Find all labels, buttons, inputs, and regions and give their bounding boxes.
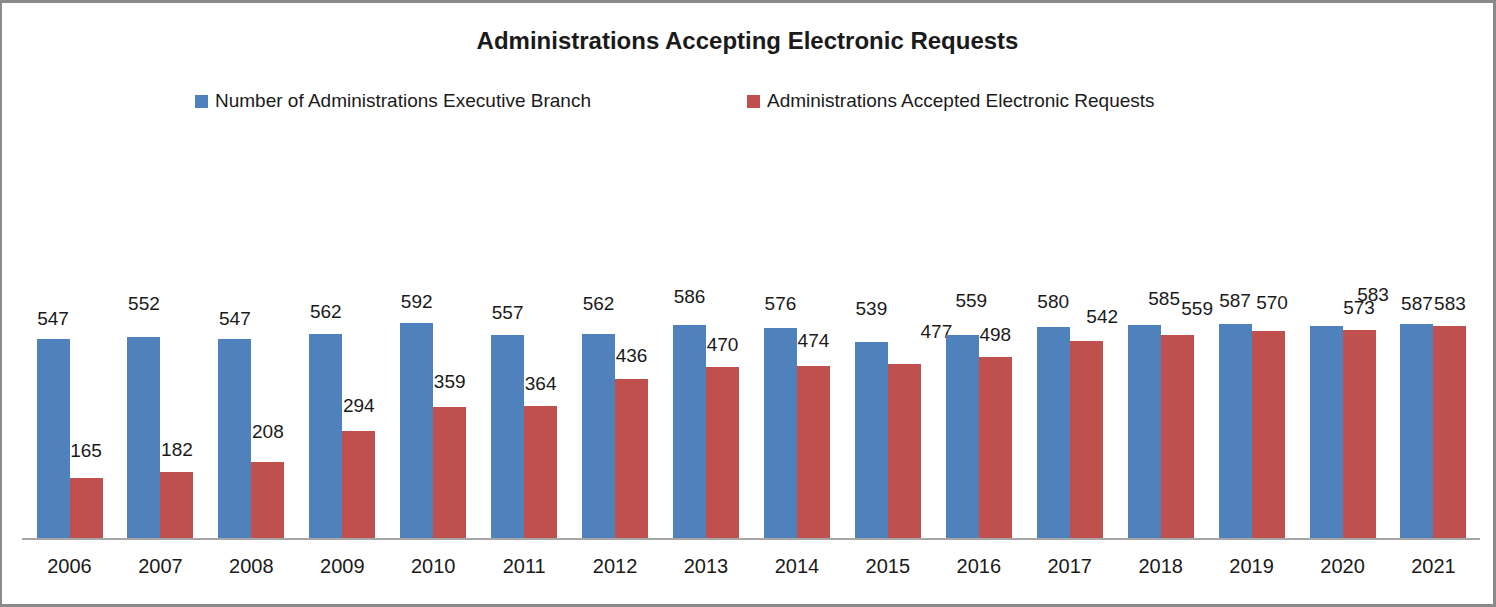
data-label-2021-electronic: 583 xyxy=(1434,292,1466,315)
x-axis-label-2006: 2006 xyxy=(47,554,92,578)
data-label-2012-executive: 562 xyxy=(583,292,615,315)
data-label-2017-executive: 580 xyxy=(1037,290,1069,313)
x-axis-label-2007: 2007 xyxy=(138,554,183,578)
data-label-2006-electronic: 165 xyxy=(70,439,102,462)
x-axis-label-2008: 2008 xyxy=(229,554,274,578)
x-axis-line xyxy=(22,538,1480,540)
x-axis-label-2017: 2017 xyxy=(1047,554,1092,578)
bar-2010-executive[interactable] xyxy=(400,323,433,538)
bar-2017-electronic[interactable] xyxy=(1070,341,1103,538)
data-label-2012-electronic: 436 xyxy=(616,344,648,367)
data-label-2020-electronic: 573 xyxy=(1343,296,1375,319)
bar-2013-electronic[interactable] xyxy=(706,367,739,538)
bar-2020-electronic[interactable] xyxy=(1343,330,1376,538)
data-label-2013-executive: 586 xyxy=(674,285,706,308)
data-label-2011-executive: 557 xyxy=(492,301,524,324)
data-label-2007-executive: 552 xyxy=(128,292,160,315)
x-axis-label-2013: 2013 xyxy=(684,554,729,578)
x-axis-label-2020: 2020 xyxy=(1320,554,1365,578)
bar-2008-executive[interactable] xyxy=(218,339,251,538)
x-axis-label-2019: 2019 xyxy=(1229,554,1274,578)
data-label-2014-electronic: 474 xyxy=(798,329,830,352)
data-label-2010-electronic: 359 xyxy=(434,370,466,393)
bar-2013-executive[interactable] xyxy=(673,325,706,538)
bar-2011-electronic[interactable] xyxy=(524,406,557,538)
bar-2012-electronic[interactable] xyxy=(615,379,648,538)
data-label-2019-executive: 587 xyxy=(1219,289,1251,312)
bar-2015-electronic[interactable] xyxy=(888,364,921,538)
bar-2009-executive[interactable] xyxy=(309,334,342,538)
bar-2020-executive[interactable] xyxy=(1310,326,1343,538)
data-label-2021-executive: 587 xyxy=(1401,292,1433,315)
x-axis-label-2015: 2015 xyxy=(866,554,911,578)
data-label-2018-electronic: 559 xyxy=(1181,297,1213,320)
bar-2009-electronic[interactable] xyxy=(342,431,375,538)
bar-2012-executive[interactable] xyxy=(582,334,615,538)
x-axis-label-2009: 2009 xyxy=(320,554,365,578)
bar-2016-executive[interactable] xyxy=(946,335,979,538)
data-label-2009-executive: 562 xyxy=(310,300,342,323)
bar-2019-executive[interactable] xyxy=(1219,324,1252,538)
bar-2014-electronic[interactable] xyxy=(797,366,830,538)
bar-2010-electronic[interactable] xyxy=(433,407,466,538)
data-label-2011-electronic: 364 xyxy=(525,372,557,395)
bar-2006-executive[interactable] xyxy=(37,339,70,538)
bar-2019-electronic[interactable] xyxy=(1252,331,1285,538)
data-label-2018-executive: 585 xyxy=(1148,287,1180,310)
bar-2014-executive[interactable] xyxy=(764,328,797,538)
bar-2017-executive[interactable] xyxy=(1037,327,1070,538)
bar-2016-electronic[interactable] xyxy=(979,357,1012,538)
bar-2021-executive[interactable] xyxy=(1400,324,1433,538)
data-label-2016-executive: 559 xyxy=(955,289,987,312)
bar-2011-executive[interactable] xyxy=(491,335,524,538)
chart-frame: Administrations Accepting Electronic Req… xyxy=(0,0,1496,607)
x-axis-label-2014: 2014 xyxy=(775,554,820,578)
plot-area: 547 165 2006 552 182 2007 547 208 2008 562 294 2009… xyxy=(2,3,1493,604)
x-axis-label-2021: 2021 xyxy=(1411,554,1456,578)
data-label-2010-executive: 592 xyxy=(401,290,433,313)
data-label-2014-executive: 576 xyxy=(765,292,797,315)
bar-2006-electronic[interactable] xyxy=(70,478,103,538)
data-label-2016-electronic: 498 xyxy=(979,323,1011,346)
bar-2015-executive[interactable] xyxy=(855,342,888,538)
data-label-2008-executive: 547 xyxy=(219,307,251,330)
data-label-2019-electronic: 570 xyxy=(1256,291,1288,314)
data-label-2017-electronic: 542 xyxy=(1086,305,1118,328)
data-label-2006-executive: 547 xyxy=(37,307,69,330)
bar-2007-executive[interactable] xyxy=(127,337,160,538)
data-label-2015-executive: 539 xyxy=(856,297,888,320)
x-axis-label-2016: 2016 xyxy=(957,554,1002,578)
x-axis-label-2010: 2010 xyxy=(411,554,456,578)
bar-2007-electronic[interactable] xyxy=(160,472,193,538)
x-axis-label-2018: 2018 xyxy=(1138,554,1183,578)
bar-2018-executive[interactable] xyxy=(1128,325,1161,538)
bar-2018-electronic[interactable] xyxy=(1161,335,1194,538)
bar-2008-electronic[interactable] xyxy=(251,462,284,538)
bar-2021-electronic[interactable] xyxy=(1433,326,1466,538)
x-axis-label-2012: 2012 xyxy=(593,554,638,578)
x-axis-label-2011: 2011 xyxy=(503,554,546,578)
data-label-2008-electronic: 208 xyxy=(252,420,284,443)
data-label-2013-electronic: 470 xyxy=(707,333,739,356)
data-label-2009-electronic: 294 xyxy=(343,394,375,417)
data-label-2007-electronic: 182 xyxy=(161,438,193,461)
